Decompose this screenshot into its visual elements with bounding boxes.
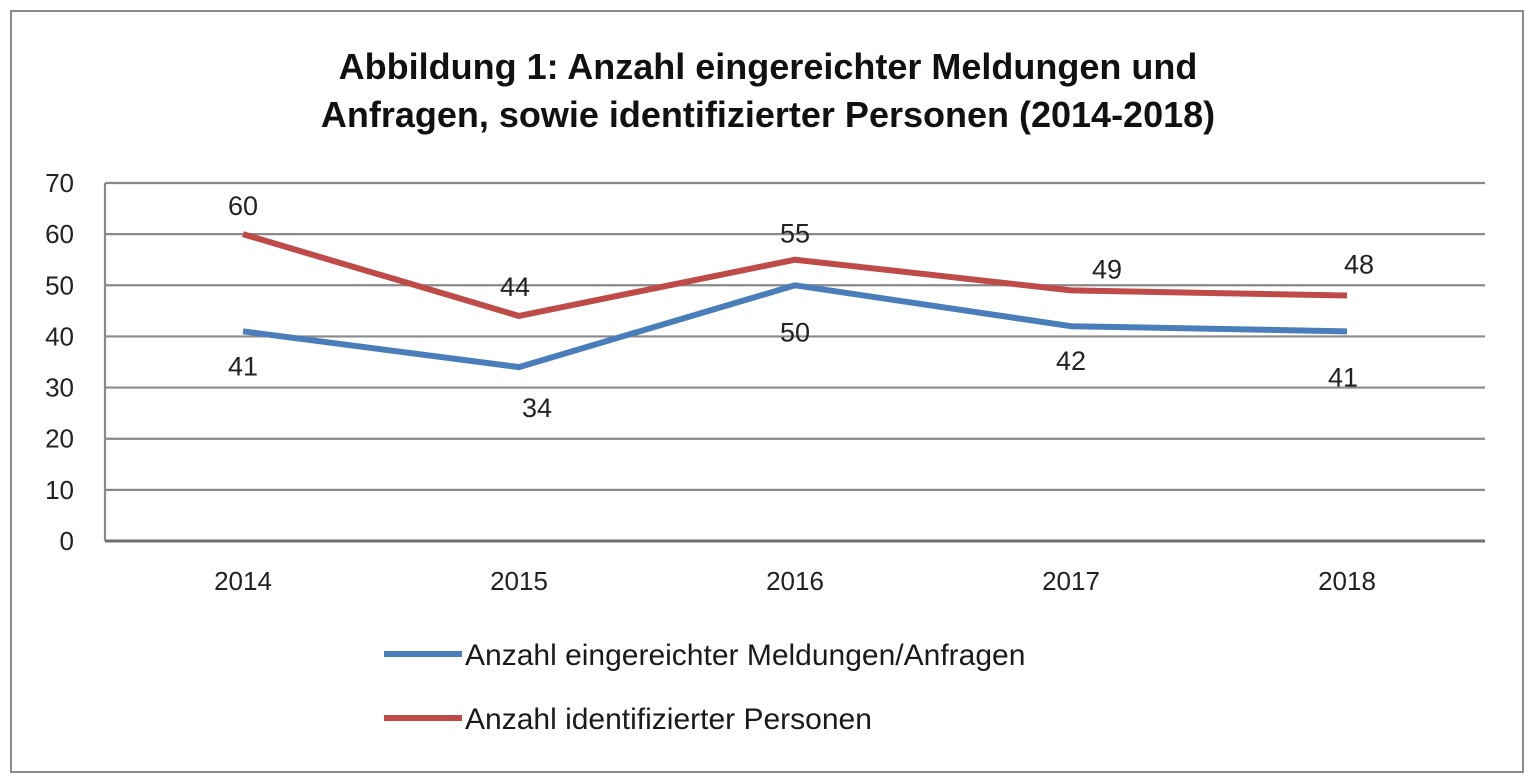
legend: Anzahl eingereichter Meldungen/Anfragen A… bbox=[384, 639, 1025, 736]
legend-label: Anzahl identifizierter Personen bbox=[465, 703, 872, 736]
y-tick-label: 60 bbox=[45, 219, 74, 249]
y-tick-label: 50 bbox=[45, 270, 74, 300]
y-tick-label: 10 bbox=[45, 475, 74, 505]
x-tick-label: 2014 bbox=[214, 566, 272, 596]
data-labels: 41 34 50 42 41 60 44 55 49 48 bbox=[228, 191, 1374, 423]
data-label: 48 bbox=[1344, 250, 1374, 280]
chart-title-line-2: Anfragen, sowie identifizierter Personen… bbox=[321, 94, 1215, 135]
data-label: 60 bbox=[228, 191, 258, 221]
y-tick-label: 30 bbox=[45, 373, 74, 403]
chart-title: Abbildung 1: Anzahl eingereichter Meldun… bbox=[321, 46, 1215, 135]
series-line-1 bbox=[242, 231, 1348, 319]
y-tick-label: 0 bbox=[60, 526, 74, 556]
x-tick-label: 2017 bbox=[1042, 566, 1100, 596]
y-tick-label: 40 bbox=[45, 321, 74, 351]
chart-title-line-1: Abbildung 1: Anzahl eingereichter Meldun… bbox=[339, 46, 1198, 87]
y-tick-label: 20 bbox=[45, 424, 74, 454]
data-label: 49 bbox=[1092, 254, 1122, 284]
series-line-0 bbox=[242, 282, 1348, 371]
axes bbox=[103, 183, 1485, 543]
legend-label: Anzahl eingereichter Meldungen/Anfragen bbox=[465, 639, 1025, 672]
x-tick-label: 2016 bbox=[766, 566, 824, 596]
y-tick-label: 70 bbox=[45, 168, 74, 198]
y-axis-ticks: 0 10 20 30 40 50 60 70 bbox=[45, 168, 74, 556]
x-tick-label: 2018 bbox=[1318, 566, 1376, 596]
data-label: 42 bbox=[1056, 346, 1086, 376]
data-label: 50 bbox=[780, 317, 810, 347]
data-label: 34 bbox=[522, 393, 552, 423]
series-lines bbox=[242, 231, 1348, 371]
data-label: 55 bbox=[780, 219, 810, 249]
chart-frame bbox=[10, 10, 1524, 773]
data-label: 44 bbox=[500, 272, 530, 302]
x-axis-ticks: 2014 2015 2016 2017 2018 bbox=[214, 566, 1376, 596]
data-label: 41 bbox=[1328, 362, 1358, 392]
data-label: 41 bbox=[228, 351, 258, 381]
x-tick-label: 2015 bbox=[490, 566, 548, 596]
